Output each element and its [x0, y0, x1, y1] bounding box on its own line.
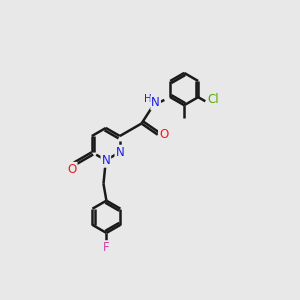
Text: Cl: Cl [208, 93, 219, 106]
Text: N: N [101, 154, 110, 167]
Text: O: O [159, 128, 168, 141]
Text: N: N [116, 146, 124, 159]
Text: N: N [151, 96, 160, 110]
Text: H: H [144, 94, 152, 104]
Text: O: O [68, 163, 76, 176]
Text: F: F [103, 241, 110, 254]
